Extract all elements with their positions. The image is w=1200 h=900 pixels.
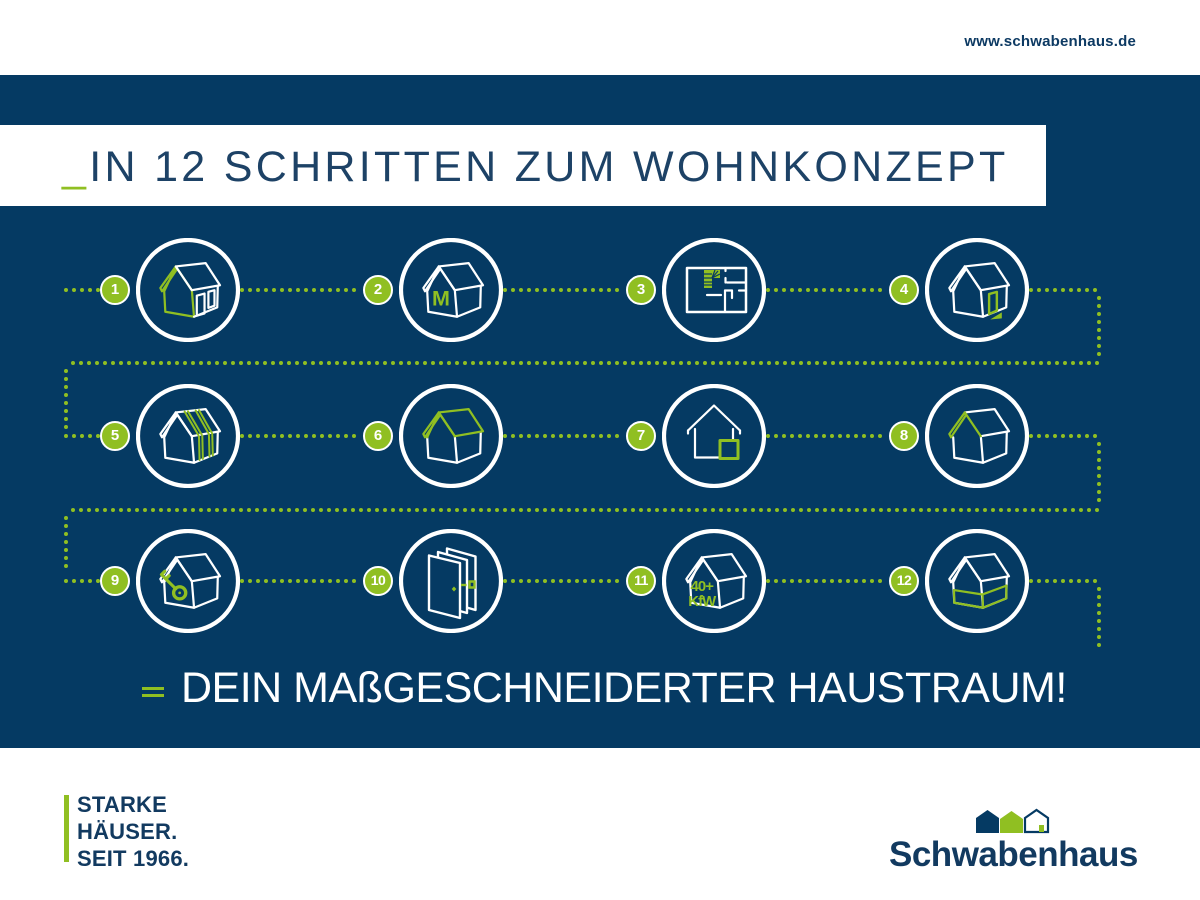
svg-text:KfW: KfW [688,594,717,610]
svg-text:40+: 40+ [690,579,714,595]
svg-text:M: M [432,287,450,311]
